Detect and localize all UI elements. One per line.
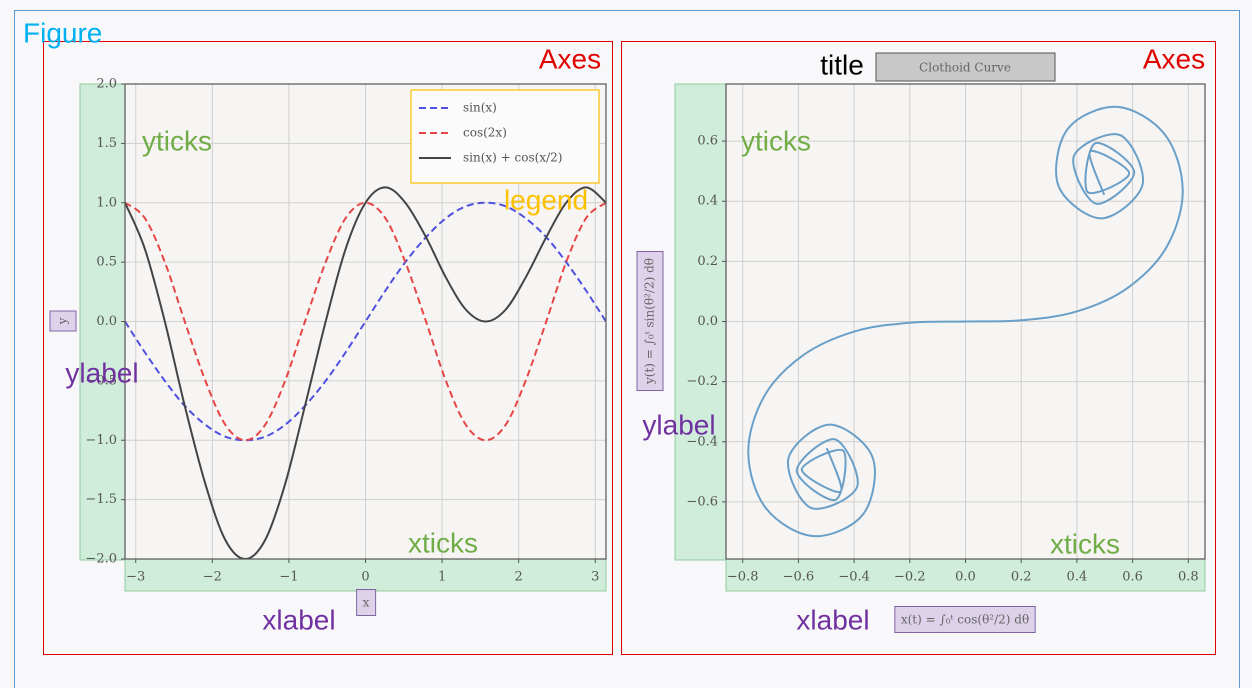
legend-box — [410, 89, 600, 184]
figure-frame — [14, 10, 1240, 688]
x-tick-label: 1 — [438, 570, 446, 585]
y-tick-label: 0.0 — [96, 314, 117, 329]
x-tick-label: 0.6 — [1122, 570, 1143, 585]
line-series — [125, 201, 606, 442]
x-tick-label: −2 — [203, 570, 222, 585]
y-tick-label: 0.0 — [697, 314, 718, 329]
y-axis-label: y — [56, 317, 70, 325]
label-highlight — [894, 606, 1036, 633]
annotation: Axes — [1143, 43, 1205, 74]
y-tick-label: 0.6 — [697, 134, 718, 149]
x-tick-label: 0.0 — [955, 570, 976, 585]
annotation: Axes — [539, 43, 601, 74]
y-tick-label: −2.0 — [85, 552, 117, 567]
y-tick-label: −1.5 — [85, 492, 117, 507]
label-highlight — [49, 310, 77, 332]
label-highlight — [636, 250, 664, 392]
figure-label: Figure — [23, 17, 102, 48]
annotation: legend — [504, 184, 588, 215]
x-tick-label: 0.2 — [1011, 570, 1032, 585]
y-tick-label: −1.0 — [85, 433, 117, 448]
axes-spine — [725, 83, 1206, 560]
annotation: xticks — [1050, 528, 1120, 559]
x-tick-label: 0.8 — [1178, 570, 1199, 585]
legend-label: sin(x) + cos(x/2) — [463, 151, 562, 165]
ytick-region — [674, 83, 727, 561]
x-tick-label: 2 — [515, 570, 523, 585]
axes-frame — [621, 41, 1216, 655]
x-tick-label: −0.2 — [894, 570, 926, 585]
y-tick-label: −0.5 — [85, 373, 117, 388]
xtick-region — [124, 558, 607, 592]
annotation: yticks — [142, 125, 212, 156]
y-tick-label: 1.5 — [96, 136, 117, 151]
annotation: title — [820, 49, 864, 80]
y-tick-label: 0.5 — [96, 255, 117, 270]
line-series — [125, 186, 606, 559]
y-tick-label: −0.6 — [686, 494, 718, 509]
y-tick-label: 1.0 — [96, 195, 117, 210]
axes-frame — [43, 41, 613, 655]
axes-spine — [124, 83, 607, 560]
y-tick-label: 0.2 — [697, 254, 718, 269]
x-tick-label: −3 — [126, 570, 145, 585]
title-highlight — [875, 52, 1056, 82]
annotation: yticks — [741, 125, 811, 156]
x-tick-label: −1 — [279, 570, 298, 585]
annotation: ylabel — [65, 357, 138, 388]
y-tick-label: 0.4 — [697, 194, 718, 209]
xtick-region — [725, 558, 1206, 592]
legend-label: cos(2x) — [463, 126, 507, 140]
annotation: xlabel — [796, 604, 869, 635]
label-highlight — [356, 589, 377, 616]
x-tick-label: −0.4 — [838, 570, 870, 585]
annotation: xticks — [408, 527, 478, 558]
y-axis-label: y(t) = ∫₀ᵗ sin(θ²/2) dθ — [643, 258, 657, 385]
y-tick-label: −0.2 — [686, 374, 718, 389]
y-tick-label: −0.4 — [686, 434, 718, 449]
x-axis-label: x — [363, 596, 370, 610]
x-tick-label: 0 — [361, 570, 369, 585]
annotation: ylabel — [642, 409, 715, 440]
chart-title: Clothoid Curve — [919, 61, 1011, 75]
legend-label: sin(x) — [463, 101, 497, 115]
x-tick-label: −0.8 — [727, 570, 759, 585]
x-tick-label: 0.4 — [1067, 570, 1088, 585]
x-tick-label: −0.6 — [783, 570, 815, 585]
x-tick-label: 3 — [591, 570, 599, 585]
annotation: xlabel — [262, 604, 335, 635]
y-tick-label: 2.0 — [96, 77, 117, 92]
line-series — [747, 105, 1184, 538]
x-axis-label: x(t) = ∫₀ᵗ cos(θ²/2) dθ — [901, 613, 1029, 627]
